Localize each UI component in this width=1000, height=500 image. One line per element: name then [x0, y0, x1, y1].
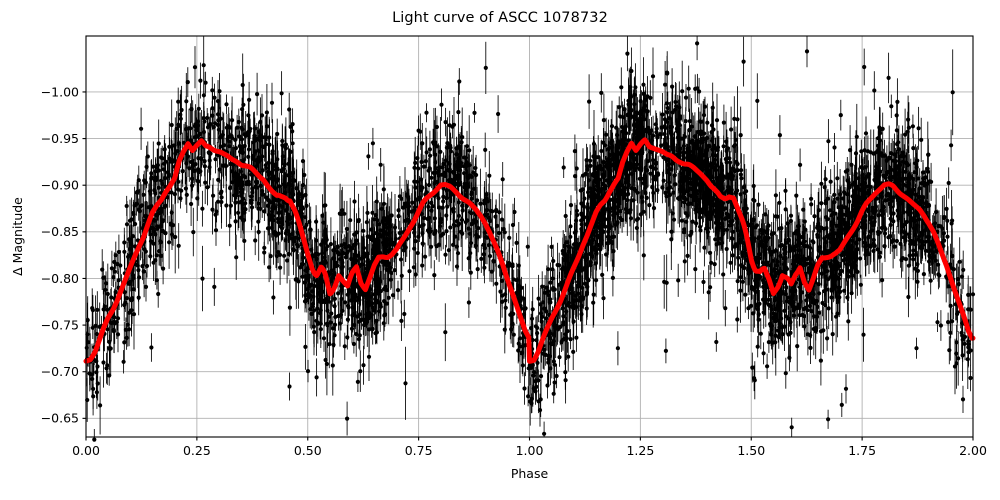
data-points-layer [84, 36, 976, 442]
x-axis-label: Phase [511, 466, 549, 481]
x-tick-label: 1.00 [516, 443, 544, 458]
x-tick-label: 1.75 [848, 443, 876, 458]
y-tick-label: −0.75 [41, 317, 79, 332]
y-tick-label: −0.70 [41, 364, 79, 379]
y-tick-label: −0.65 [41, 411, 79, 426]
x-tick-label: 1.25 [626, 443, 654, 458]
chart-title: Light curve of ASCC 1078732 [392, 10, 608, 26]
y-tick-label: −0.90 [41, 178, 79, 193]
y-tick-label: −0.95 [41, 131, 79, 146]
x-tick-label: 0.25 [183, 443, 211, 458]
x-tick-label: 2.00 [959, 443, 987, 458]
model-curve [83, 137, 976, 364]
y-tick-label: −0.80 [41, 271, 79, 286]
x-tick-label: 0.75 [405, 443, 433, 458]
tick-labels: 0.00 0.25 0.50 0.75 1.00 1.25 1.50 1.75 2.00 −1.0… [41, 84, 987, 458]
x-tick-label: 0.50 [294, 443, 322, 458]
y-tick-label: −0.85 [41, 224, 79, 239]
x-tick-label: 0.00 [72, 443, 100, 458]
axis-ticks [82, 91, 974, 441]
y-axis-label: Δ Magnitude [10, 197, 25, 276]
x-tick-label: 1.50 [737, 443, 765, 458]
y-tick-label: −1.00 [41, 84, 79, 99]
